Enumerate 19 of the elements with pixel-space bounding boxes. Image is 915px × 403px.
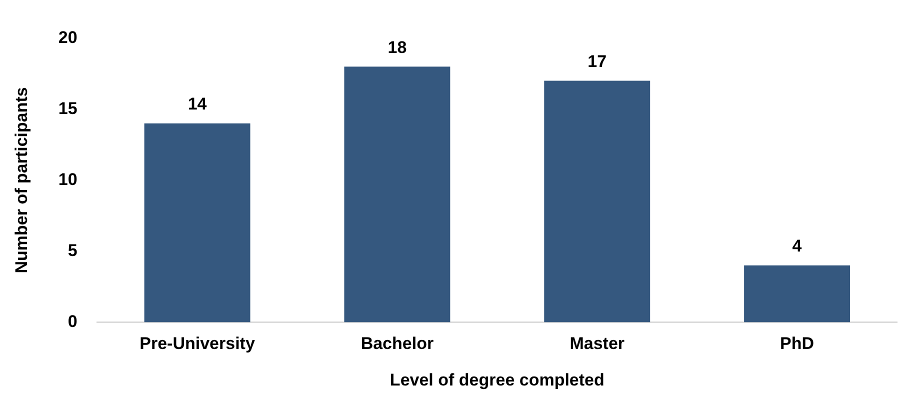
- y-tick-label: 5: [68, 240, 78, 260]
- data-label: 14: [188, 94, 208, 114]
- x-tick-label: Bachelor: [360, 334, 434, 354]
- y-tick-label: 0: [68, 312, 78, 331]
- y-tick-label: 10: [58, 170, 78, 189]
- data-label: 4: [792, 236, 802, 256]
- bar: [744, 265, 850, 322]
- y-axis-title: Number of participants: [12, 87, 31, 274]
- y-tick-label: 20: [58, 28, 78, 47]
- data-label: 17: [588, 52, 607, 71]
- bar: [144, 123, 250, 322]
- bar: [544, 80, 650, 322]
- x-tick-label: PhD: [780, 334, 814, 354]
- x-tick-label: Pre-University: [140, 334, 256, 354]
- data-label: 18: [388, 38, 407, 57]
- x-tick-label: Master: [570, 334, 625, 354]
- x-axis-title: Level of degree completed: [390, 370, 604, 390]
- y-tick-label: 15: [58, 98, 78, 118]
- bar: [344, 66, 450, 322]
